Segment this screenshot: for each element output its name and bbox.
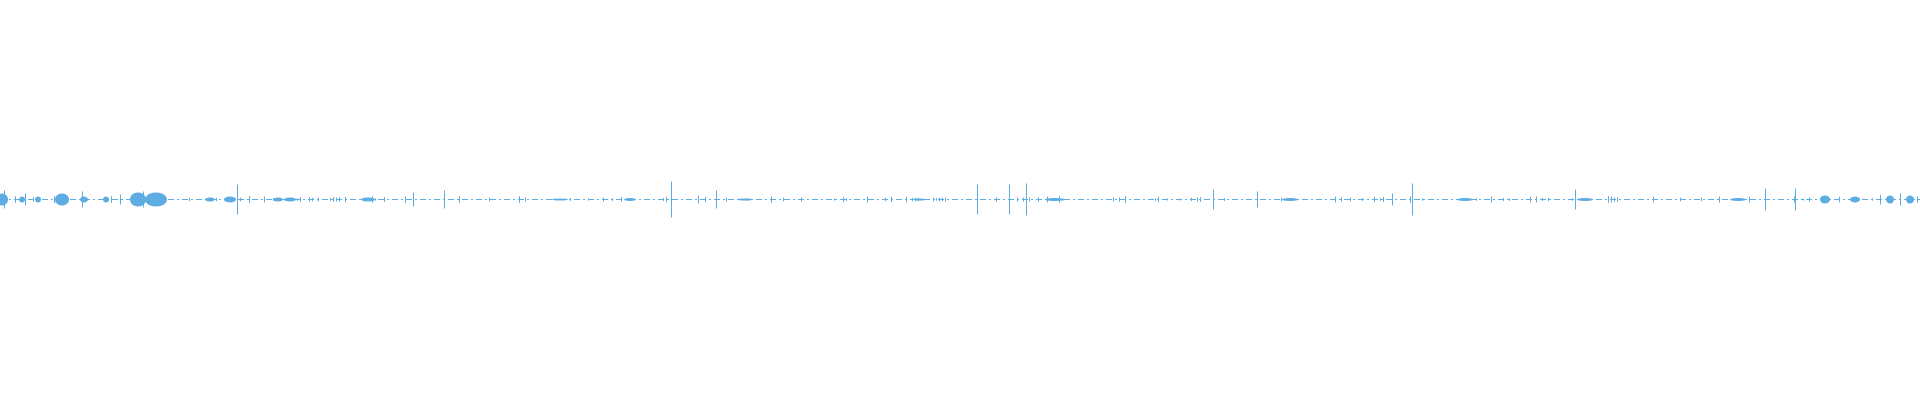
waveform-blob [1850, 196, 1860, 203]
waveform-blob [1577, 198, 1593, 201]
waveform-blob [273, 197, 283, 202]
waveform-blob [284, 197, 296, 202]
waveform-blob [80, 196, 88, 203]
waveform-blob [103, 196, 109, 203]
waveform-blob [1282, 198, 1298, 201]
waveform-blob [552, 198, 568, 201]
waveform-blob [205, 197, 215, 202]
waveform-blob [1886, 195, 1894, 204]
waveform-blob [737, 198, 753, 201]
waveform-blob [361, 197, 375, 202]
waveform-blob [19, 196, 25, 203]
waveform-blob [1820, 195, 1830, 204]
waveform-blob [1906, 195, 1914, 204]
waveform-blob [914, 198, 926, 201]
waveform-blob [224, 196, 236, 203]
waveform-blob [624, 198, 636, 201]
waveform-blob [0, 193, 8, 206]
waveform-blob [35, 196, 41, 203]
waveform-blob [1457, 198, 1473, 201]
waveform-blob [145, 192, 167, 207]
waveform-blob [1730, 198, 1746, 201]
waveform-marks [0, 181, 1918, 218]
waveform-blob [55, 193, 69, 206]
